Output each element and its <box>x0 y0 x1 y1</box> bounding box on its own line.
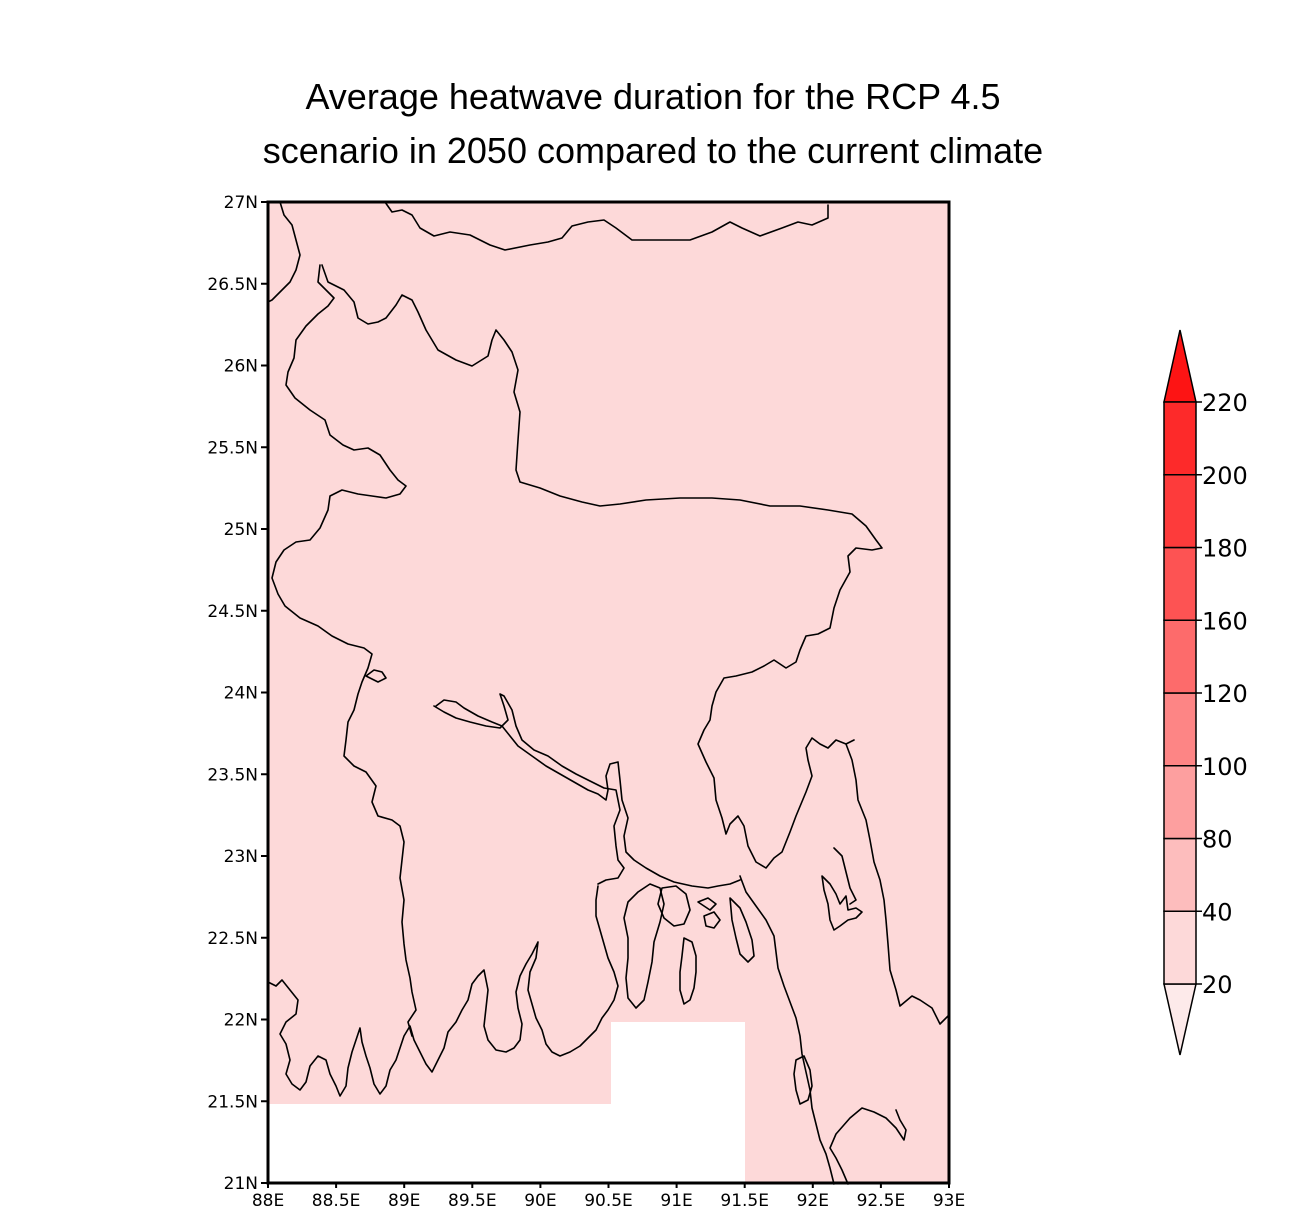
island-small-1 <box>697 897 717 911</box>
colorbar-segment <box>1163 474 1197 549</box>
lon-tick-label: 90.5E <box>584 1191 633 1211</box>
colorbar-segment <box>1163 619 1197 694</box>
lon-tick-label: 91.5E <box>720 1191 769 1211</box>
colorbar-label: 100 <box>1202 753 1248 781</box>
colorbar-label: 160 <box>1202 607 1248 635</box>
latitude-axis: 27N 26.5N 26N 25.5N 25N 24.5N 24N 23.5N 23N 22.5N… <box>207 193 268 1194</box>
border-himalaya <box>384 201 829 251</box>
longitude-axis: 88E 88.5E 89E 89.5E 90E 90.5E 91E 91.5E 92E 92.5E… <box>252 1183 965 1211</box>
colorbar: 20 40 80 100 120 160 180 200 220 <box>1163 329 1248 1056</box>
lat-tick-label: 25.5N <box>207 438 258 458</box>
lon-tick-label: 91E <box>660 1191 692 1211</box>
colorbar-label: 80 <box>1202 826 1233 854</box>
colorbar-label: 200 <box>1202 462 1248 490</box>
colorbar-segment <box>1163 765 1197 840</box>
coastlines <box>267 201 949 1185</box>
heatwave-field <box>268 202 949 1183</box>
lon-tick-label: 90E <box>524 1191 556 1211</box>
map-panel: 27N 26.5N 26N 25.5N 25N 24.5N 24N 23.5N 23N 22.5N… <box>207 193 965 1211</box>
border-bangladesh-west <box>271 264 417 1037</box>
colorbar-segment <box>1163 692 1197 767</box>
colorbar-label: 120 <box>1202 680 1248 708</box>
river-padma <box>435 699 741 889</box>
colorbar-label: 220 <box>1202 389 1248 417</box>
colorbar-segment <box>1163 910 1197 985</box>
lake-kaptai <box>821 875 863 931</box>
lat-tick-label: 26.5N <box>207 275 258 295</box>
coast-sundarbans <box>267 885 619 1097</box>
island-hatiya <box>657 885 691 927</box>
coast-chittagong <box>739 875 835 1185</box>
lake-kaptai-north <box>833 847 857 905</box>
colorbar-segment <box>1163 837 1197 912</box>
colorbar-label: 20 <box>1202 971 1233 999</box>
lon-tick-label: 92E <box>797 1191 829 1211</box>
lat-tick-label: 23N <box>224 847 258 867</box>
map-title: Average heatwave duration for the RCP 4.… <box>0 70 1306 178</box>
lat-tick-label: 23.5N <box>207 765 258 785</box>
colorbar-high-extension <box>1163 329 1197 403</box>
coast-myanmar <box>829 1107 907 1185</box>
lon-tick-label: 89.5E <box>448 1191 497 1211</box>
no-data-region-west <box>268 1104 611 1184</box>
no-data-region-east <box>611 1022 745 1184</box>
border-north-india <box>267 201 301 303</box>
title-line-1: Average heatwave duration for the RCP 4.… <box>305 76 1001 117</box>
title-line-2: scenario in 2050 compared to the current… <box>262 130 1044 171</box>
island-maheshkhali <box>793 1055 813 1105</box>
lat-tick-label: 22.5N <box>207 929 258 949</box>
lat-tick-label: 27N <box>224 193 258 213</box>
lat-tick-label: 24.5N <box>207 602 258 622</box>
island-small-2 <box>703 911 721 929</box>
lat-tick-label: 26N <box>224 357 258 377</box>
island-sandwip <box>729 897 755 963</box>
haor-sylhet <box>365 669 387 683</box>
lon-tick-label: 93E <box>933 1191 965 1211</box>
lat-tick-label: 25N <box>224 520 258 540</box>
lon-tick-label: 88.5E <box>312 1191 361 1211</box>
lat-tick-label: 21.5N <box>207 1092 258 1112</box>
colorbar-segment <box>1163 546 1197 621</box>
border-meghalaya <box>321 264 883 869</box>
border-mizoram <box>845 743 949 1025</box>
island-bhola <box>623 883 665 1009</box>
colorbar-segment <box>1163 401 1197 476</box>
colorbar-label: 180 <box>1202 535 1248 563</box>
lat-tick-label: 22N <box>224 1011 258 1031</box>
colorbar-low-extension <box>1163 983 1197 1056</box>
lon-tick-label: 92.5E <box>857 1191 906 1211</box>
river-padma-south <box>433 693 625 885</box>
lat-tick-label: 24N <box>224 684 258 704</box>
lon-tick-label: 89E <box>388 1191 420 1211</box>
colorbar-label: 40 <box>1202 898 1233 926</box>
island-manpura <box>679 937 697 1005</box>
lon-tick-label: 88E <box>252 1191 284 1211</box>
lat-tick-label: 21N <box>224 1174 258 1194</box>
